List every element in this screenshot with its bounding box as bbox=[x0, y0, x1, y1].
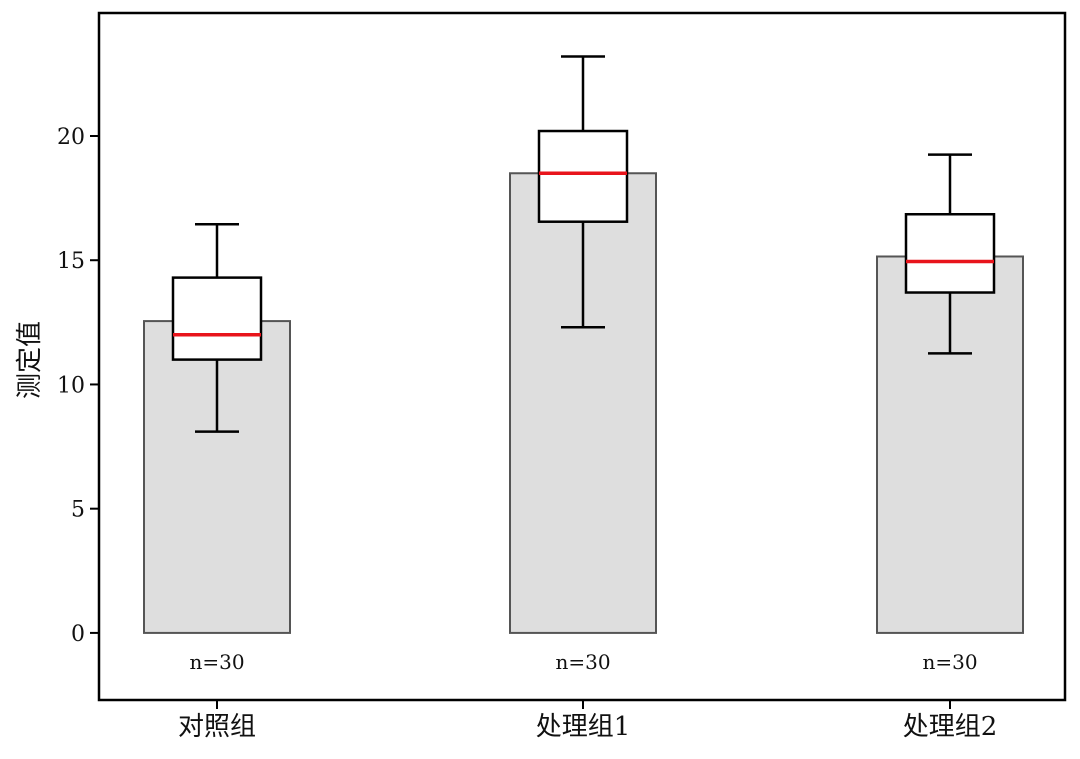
boxplots-layer bbox=[171, 55, 996, 433]
y-tick-label-4: 20 bbox=[57, 125, 85, 150]
y-tick-label-1: 5 bbox=[71, 498, 85, 523]
n-label-2: n=30 bbox=[922, 650, 977, 674]
plot-frame bbox=[97, 11, 1067, 702]
y-tick-label-2: 10 bbox=[57, 373, 85, 398]
n-label-0: n=30 bbox=[189, 650, 244, 674]
boxplot-1 bbox=[537, 55, 629, 329]
boxplot-0 bbox=[171, 222, 263, 433]
y-axis-label: 测定值 bbox=[15, 321, 45, 399]
axes-layer: n=30 对照组 n=30 处理组1 n=30 处理组2 0 5 10 15 20 bbox=[57, 11, 1067, 742]
x-tick-label-1: 处理组1 bbox=[536, 712, 631, 742]
y-tick-label-0: 0 bbox=[71, 622, 85, 647]
n-label-1: n=30 bbox=[555, 650, 610, 674]
boxplot-2 bbox=[904, 153, 996, 355]
x-tick-label-0: 对照组 bbox=[178, 712, 256, 742]
box-iqr bbox=[171, 276, 263, 361]
box-iqr bbox=[537, 129, 629, 223]
x-tick-label-2: 处理组2 bbox=[903, 712, 998, 742]
box-iqr bbox=[904, 213, 996, 294]
y-tick-label-3: 15 bbox=[57, 249, 85, 274]
